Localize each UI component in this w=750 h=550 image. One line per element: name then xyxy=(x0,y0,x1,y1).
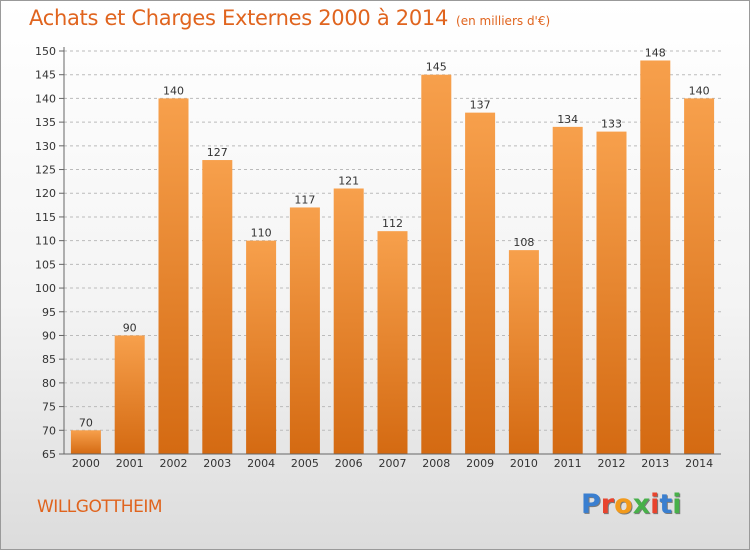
y-tick-label: 120 xyxy=(35,187,56,200)
y-tick-label: 110 xyxy=(35,235,56,248)
bar-value-label: 140 xyxy=(689,84,710,97)
x-tick-label: 2001 xyxy=(116,457,144,470)
logo-letter: t xyxy=(659,489,673,520)
x-tick-label: 2009 xyxy=(466,457,494,470)
x-tick-label: 2014 xyxy=(685,457,713,470)
bar-value-label: 134 xyxy=(557,113,578,126)
bar-value-label: 108 xyxy=(513,236,534,249)
bar-value-label: 137 xyxy=(470,99,491,112)
y-tick-label: 135 xyxy=(35,116,56,129)
y-tick-label: 65 xyxy=(42,448,56,461)
bar xyxy=(114,335,145,454)
chart-title: Achats et Charges Externes 2000 à 2014 (e… xyxy=(29,6,550,30)
bar xyxy=(377,231,408,454)
bar-value-label: 140 xyxy=(163,84,184,97)
bar xyxy=(640,60,671,454)
bar-value-label: 148 xyxy=(645,46,666,59)
x-tick-label: 2013 xyxy=(641,457,669,470)
bar xyxy=(596,131,627,454)
chart-subtitle: (en milliers d'€) xyxy=(456,14,551,28)
x-tick-label: 2002 xyxy=(160,457,188,470)
bar xyxy=(70,430,101,454)
axes: 65 70 75 80 85 90 95 100 105 110 115 120 125 130 135 14… xyxy=(35,45,721,470)
y-tick-label: 95 xyxy=(42,306,56,319)
logo-letter: P xyxy=(581,489,601,520)
y-tick-label: 125 xyxy=(35,164,56,177)
bar xyxy=(333,188,364,454)
y-tick-label: 145 xyxy=(35,69,56,82)
x-tick-label: 2003 xyxy=(203,457,231,470)
x-tick-label: 2005 xyxy=(291,457,319,470)
y-tick-label: 150 xyxy=(35,45,56,58)
bar xyxy=(552,126,583,454)
y-tick-label: 85 xyxy=(42,353,56,366)
bar-value-label: 127 xyxy=(207,146,228,159)
bar-value-label: 145 xyxy=(426,61,447,74)
bar-value-label: 90 xyxy=(123,321,137,334)
bar xyxy=(246,240,277,454)
x-tick-label: 2010 xyxy=(510,457,538,470)
y-tick-label: 115 xyxy=(35,211,56,224)
x-tick-label: 2008 xyxy=(422,457,450,470)
bars: 70 90 140 127 110 117 121 112 145 137 108 134 133 148… xyxy=(70,46,715,455)
logo-letter: r xyxy=(600,489,615,520)
bar-value-label: 110 xyxy=(251,227,272,240)
x-tick-label: 2006 xyxy=(335,457,363,470)
y-tick-label: 140 xyxy=(35,92,56,105)
bar-value-label: 117 xyxy=(294,193,315,206)
x-tick-label: 2012 xyxy=(598,457,626,470)
bar xyxy=(158,98,189,454)
chart-title-text: Achats et Charges Externes 2000 à 2014 xyxy=(29,6,449,30)
bar-value-label: 70 xyxy=(79,416,93,429)
x-tick-label: 2004 xyxy=(247,457,275,470)
y-tick-label: 100 xyxy=(35,282,56,295)
bar xyxy=(202,160,233,454)
x-tick-label: 2007 xyxy=(379,457,407,470)
y-tick-label: 105 xyxy=(35,258,56,271)
logo-letter: o xyxy=(614,489,633,520)
bar-value-label: 112 xyxy=(382,217,403,230)
proxiti-logo: Proxiti xyxy=(581,489,682,520)
logo-letter: i xyxy=(672,489,682,520)
bar xyxy=(684,98,715,454)
logo-letter: i xyxy=(650,489,660,520)
location-label: WILLGOTTHEIM xyxy=(37,497,163,517)
x-tick-label: 2000 xyxy=(72,457,100,470)
bar xyxy=(289,207,320,454)
y-tick-label: 90 xyxy=(42,329,56,342)
y-tick-label: 80 xyxy=(42,377,56,390)
bar-value-label: 121 xyxy=(338,174,359,187)
y-tick-label: 130 xyxy=(35,140,56,153)
bar xyxy=(465,112,496,455)
x-tick-label: 2011 xyxy=(554,457,582,470)
logo-letter: x xyxy=(632,489,651,520)
y-tick-label: 70 xyxy=(42,424,56,437)
bar xyxy=(508,250,539,454)
bar-value-label: 133 xyxy=(601,118,622,131)
y-tick-label: 75 xyxy=(42,401,56,414)
bar xyxy=(421,74,452,455)
